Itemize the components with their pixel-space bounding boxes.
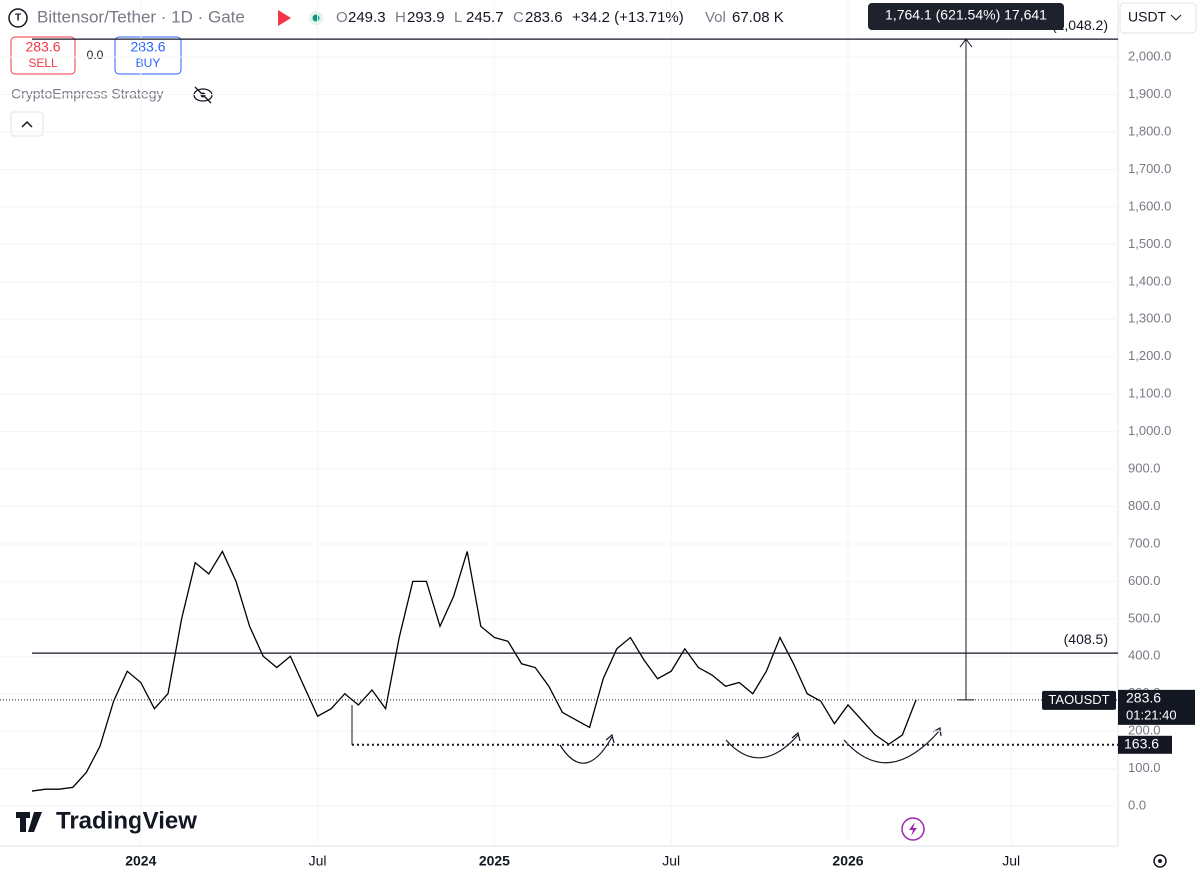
x-tick-label: Jul (662, 853, 680, 869)
ohlc-key: H (395, 9, 406, 26)
y-tick-label: 1,300.0 (1128, 311, 1171, 326)
buy-button[interactable] (114, 36, 182, 75)
buy-label: BUY (136, 56, 161, 70)
measure-label: 1,764.1 (621.54%) 17,641 (885, 7, 1047, 23)
sell-price: 283.6 (25, 39, 60, 55)
y-tick-label: 500.0 (1128, 610, 1161, 625)
change: +34.2 (+13.71%) (572, 9, 684, 26)
y-tick-label: 2,000.0 (1128, 49, 1171, 64)
ohlc-key: O (336, 9, 348, 26)
x-tick-label: Jul (309, 853, 327, 869)
level-label: (408.5) (1064, 631, 1108, 647)
x-tick-label: 2025 (479, 853, 510, 869)
y-tick-label: 200.0 (1128, 723, 1161, 738)
ohlc-key: C (513, 9, 524, 26)
y-tick-label: 1,200.0 (1128, 348, 1171, 363)
logo-text: TradingView (56, 807, 197, 834)
series-name: TAOUSDT (1048, 692, 1109, 707)
ohlc-value: 293.9 (407, 9, 445, 26)
y-tick-label: 1,500.0 (1128, 236, 1171, 251)
sell-label: SELL (28, 56, 58, 70)
status-dot (312, 14, 320, 22)
currency: USDT (1128, 9, 1167, 25)
y-tick-label: 600.0 (1128, 573, 1161, 588)
y-tick-label: 1,600.0 (1128, 198, 1171, 213)
spread: 0.0 (87, 48, 104, 62)
tradingview-logo: TradingView (16, 807, 197, 834)
volume-key: Vol (705, 9, 726, 26)
sell-button[interactable] (10, 36, 76, 75)
ohlc-key: L (454, 9, 462, 26)
symbol-icon-letter: T (15, 13, 21, 24)
y-tick-label: 1,900.0 (1128, 86, 1171, 101)
symbol-icon[interactable] (8, 8, 28, 28)
y-tick-label: 1,100.0 (1128, 386, 1171, 401)
y-tick-label: 1,800.0 (1128, 123, 1171, 138)
measure-tooltip (868, 3, 1064, 30)
alert-bolt (909, 822, 917, 836)
last-price-label: 283.6 (1126, 690, 1161, 706)
volume: 67.08 K (732, 9, 784, 26)
y-tick-label: 0.0 (1128, 797, 1146, 812)
ohlc-value: 245.7 (466, 9, 504, 26)
x-tick-label: Jul (1002, 853, 1020, 869)
ohlc-value: 249.3 (348, 9, 386, 26)
y-tick-label: 100.0 (1128, 760, 1161, 775)
y-tick-label: 1,000.0 (1128, 423, 1171, 438)
buy-price: 283.6 (130, 39, 165, 55)
collapse-button[interactable] (10, 111, 44, 137)
measure-head (959, 38, 973, 48)
countdown: 01:21:40 (1126, 707, 1177, 722)
y-tick-label: 1,400.0 (1128, 273, 1171, 288)
series-name-tag (1042, 690, 1116, 710)
ohlc-legend: O 249.3 H 293.9 L 245.7 C 283.6 +34.2 (+13.71%) V… (336, 9, 784, 26)
settings-icon[interactable] (1153, 854, 1167, 868)
y-tick-label: 1,700.0 (1128, 161, 1171, 176)
y-tick-label: 400.0 (1128, 648, 1161, 663)
y-tick-label: 800.0 (1128, 498, 1161, 513)
pattern-arrows (559, 727, 942, 764)
collapse-icon (21, 120, 33, 128)
price-line (31, 550, 917, 792)
support-label: 163.6 (1124, 735, 1159, 751)
currency-chevron (1170, 14, 1182, 21)
settings-dot (1158, 859, 1162, 863)
ohlc-value: 283.6 (525, 9, 563, 26)
level-label: (2,048.2) (1052, 17, 1108, 33)
support-tag (1118, 735, 1172, 754)
y-tick-label: 900.0 (1128, 460, 1161, 475)
flag-icon[interactable] (278, 10, 291, 26)
currency-button[interactable] (1119, 2, 1197, 34)
x-tick-label: 2024 (125, 853, 156, 869)
y-tick-label: 700.0 (1128, 535, 1161, 550)
strategy: CryptoEmpress Strategy (11, 86, 164, 102)
x-tick-label: 2026 (832, 853, 863, 869)
last-price-tag (1118, 689, 1195, 725)
